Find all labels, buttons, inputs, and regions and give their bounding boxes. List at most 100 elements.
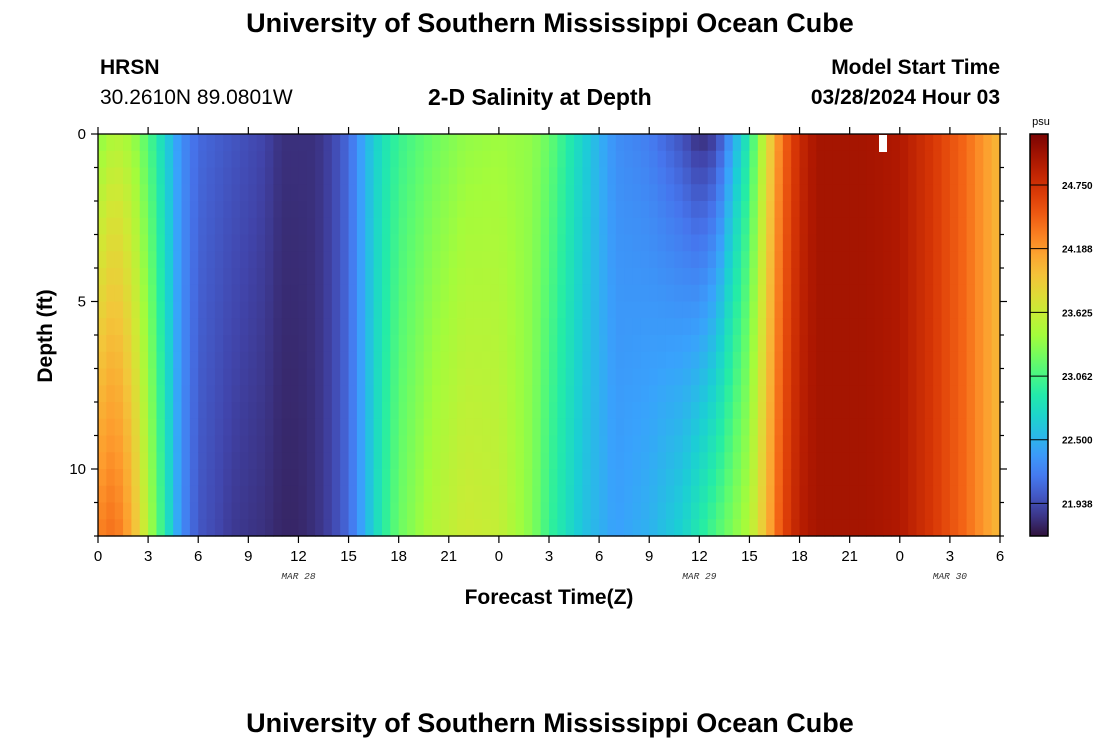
heatmap-cell	[899, 502, 909, 520]
heatmap-cell	[716, 469, 725, 487]
heatmap-cell	[949, 184, 959, 202]
heatmap-cell	[958, 167, 968, 185]
heatmap-cell	[766, 217, 776, 236]
heatmap-cell	[557, 184, 567, 202]
heatmap-cell	[924, 469, 934, 487]
heatmap-cell	[214, 452, 224, 470]
heatmap-cell	[924, 184, 934, 202]
heatmap-cell	[465, 452, 475, 470]
heatmap-cell	[757, 150, 767, 169]
heatmap-cell	[407, 351, 416, 370]
heatmap-cell	[883, 335, 893, 353]
heatmap-cell	[774, 502, 784, 520]
heatmap-cell	[131, 402, 141, 420]
heatmap-cell	[415, 469, 425, 487]
heatmap-cell	[381, 485, 391, 504]
heatmap-cell	[356, 234, 366, 252]
heatmap-cell	[423, 335, 433, 353]
heatmap-cell	[223, 201, 233, 219]
heatmap-cell	[390, 368, 400, 386]
heatmap-cell	[590, 268, 600, 286]
heatmap-cell	[791, 469, 801, 487]
heatmap-cell	[114, 519, 124, 537]
heatmap-cell	[290, 435, 300, 453]
heatmap-cell	[824, 234, 834, 252]
heatmap-cell	[273, 385, 283, 403]
heatmap-cell	[373, 268, 383, 286]
heatmap-cell	[465, 469, 475, 487]
heatmap-cell	[690, 201, 700, 219]
heatmap-cell	[290, 150, 300, 169]
heatmap-cell	[983, 335, 993, 353]
heatmap-cell	[941, 268, 951, 286]
heatmap-cell	[899, 217, 909, 236]
heatmap-cell	[615, 385, 625, 403]
heatmap-cell	[690, 217, 700, 236]
x-tick-label: 0	[896, 548, 904, 565]
heatmap-cell	[766, 502, 776, 520]
heatmap-cell	[941, 469, 951, 487]
heatmap-cell	[883, 134, 893, 152]
heatmap-cell	[457, 268, 467, 286]
heatmap-cell	[231, 318, 241, 336]
heatmap-cell	[298, 469, 308, 487]
heatmap-cell	[448, 368, 458, 386]
heatmap-cell	[273, 134, 283, 152]
heatmap-cell	[106, 351, 116, 370]
heatmap-cell	[356, 284, 366, 303]
heatmap-cells	[98, 134, 1001, 537]
x-tick-label: 15	[741, 548, 758, 565]
heatmap-cell	[523, 301, 533, 319]
heatmap-cell	[423, 402, 433, 420]
heatmap-cell	[632, 201, 642, 219]
heatmap-cell	[298, 184, 308, 202]
heatmap-cell	[398, 402, 408, 420]
heatmap-cell	[724, 469, 734, 487]
heatmap-cell	[607, 301, 617, 319]
heatmap-cell	[507, 134, 517, 152]
heatmap-cell	[557, 301, 567, 319]
heatmap-cell	[665, 402, 675, 420]
heatmap-cell	[148, 385, 158, 403]
heatmap-cell	[198, 150, 208, 169]
heatmap-cell	[607, 402, 617, 420]
heatmap-cell	[457, 469, 467, 487]
heatmap-cell	[381, 234, 391, 252]
heatmap-cell	[315, 284, 325, 303]
heatmap-cell	[498, 485, 508, 504]
heatmap-cell	[832, 435, 842, 453]
heatmap-cell	[432, 335, 442, 353]
heatmap-cell	[958, 519, 968, 537]
heatmap-cell	[515, 217, 525, 236]
heatmap-cell	[908, 184, 918, 202]
heatmap-cell	[716, 351, 725, 370]
heatmap-cell	[131, 184, 141, 202]
heatmap-cell	[281, 519, 291, 537]
heatmap-cell	[390, 502, 400, 520]
heatmap-cell	[390, 402, 400, 420]
heatmap-cell	[791, 201, 801, 219]
heatmap-cell	[306, 284, 316, 303]
heatmap-cell	[214, 418, 224, 437]
heatmap-cell	[114, 385, 124, 403]
heatmap-cell	[741, 418, 751, 437]
heatmap-cell	[148, 234, 158, 252]
heatmap-cell	[974, 435, 984, 453]
heatmap-cell	[373, 234, 383, 252]
heatmap-cell	[866, 368, 876, 386]
heatmap-cell	[791, 485, 801, 504]
heatmap-cell	[457, 435, 467, 453]
heatmap-cell	[866, 268, 876, 286]
heatmap-cell	[356, 435, 366, 453]
heatmap-cell	[908, 150, 918, 169]
heatmap-cell	[256, 519, 266, 537]
heatmap-cell	[248, 418, 258, 437]
heatmap-cell	[281, 201, 291, 219]
heatmap-cell	[407, 251, 416, 269]
heatmap-cell	[540, 335, 550, 353]
heatmap-cell	[949, 402, 959, 420]
heatmap-cell	[198, 351, 208, 370]
heatmap-cell	[298, 351, 308, 370]
heatmap-cell	[331, 368, 341, 386]
heatmap-cell	[365, 368, 375, 386]
